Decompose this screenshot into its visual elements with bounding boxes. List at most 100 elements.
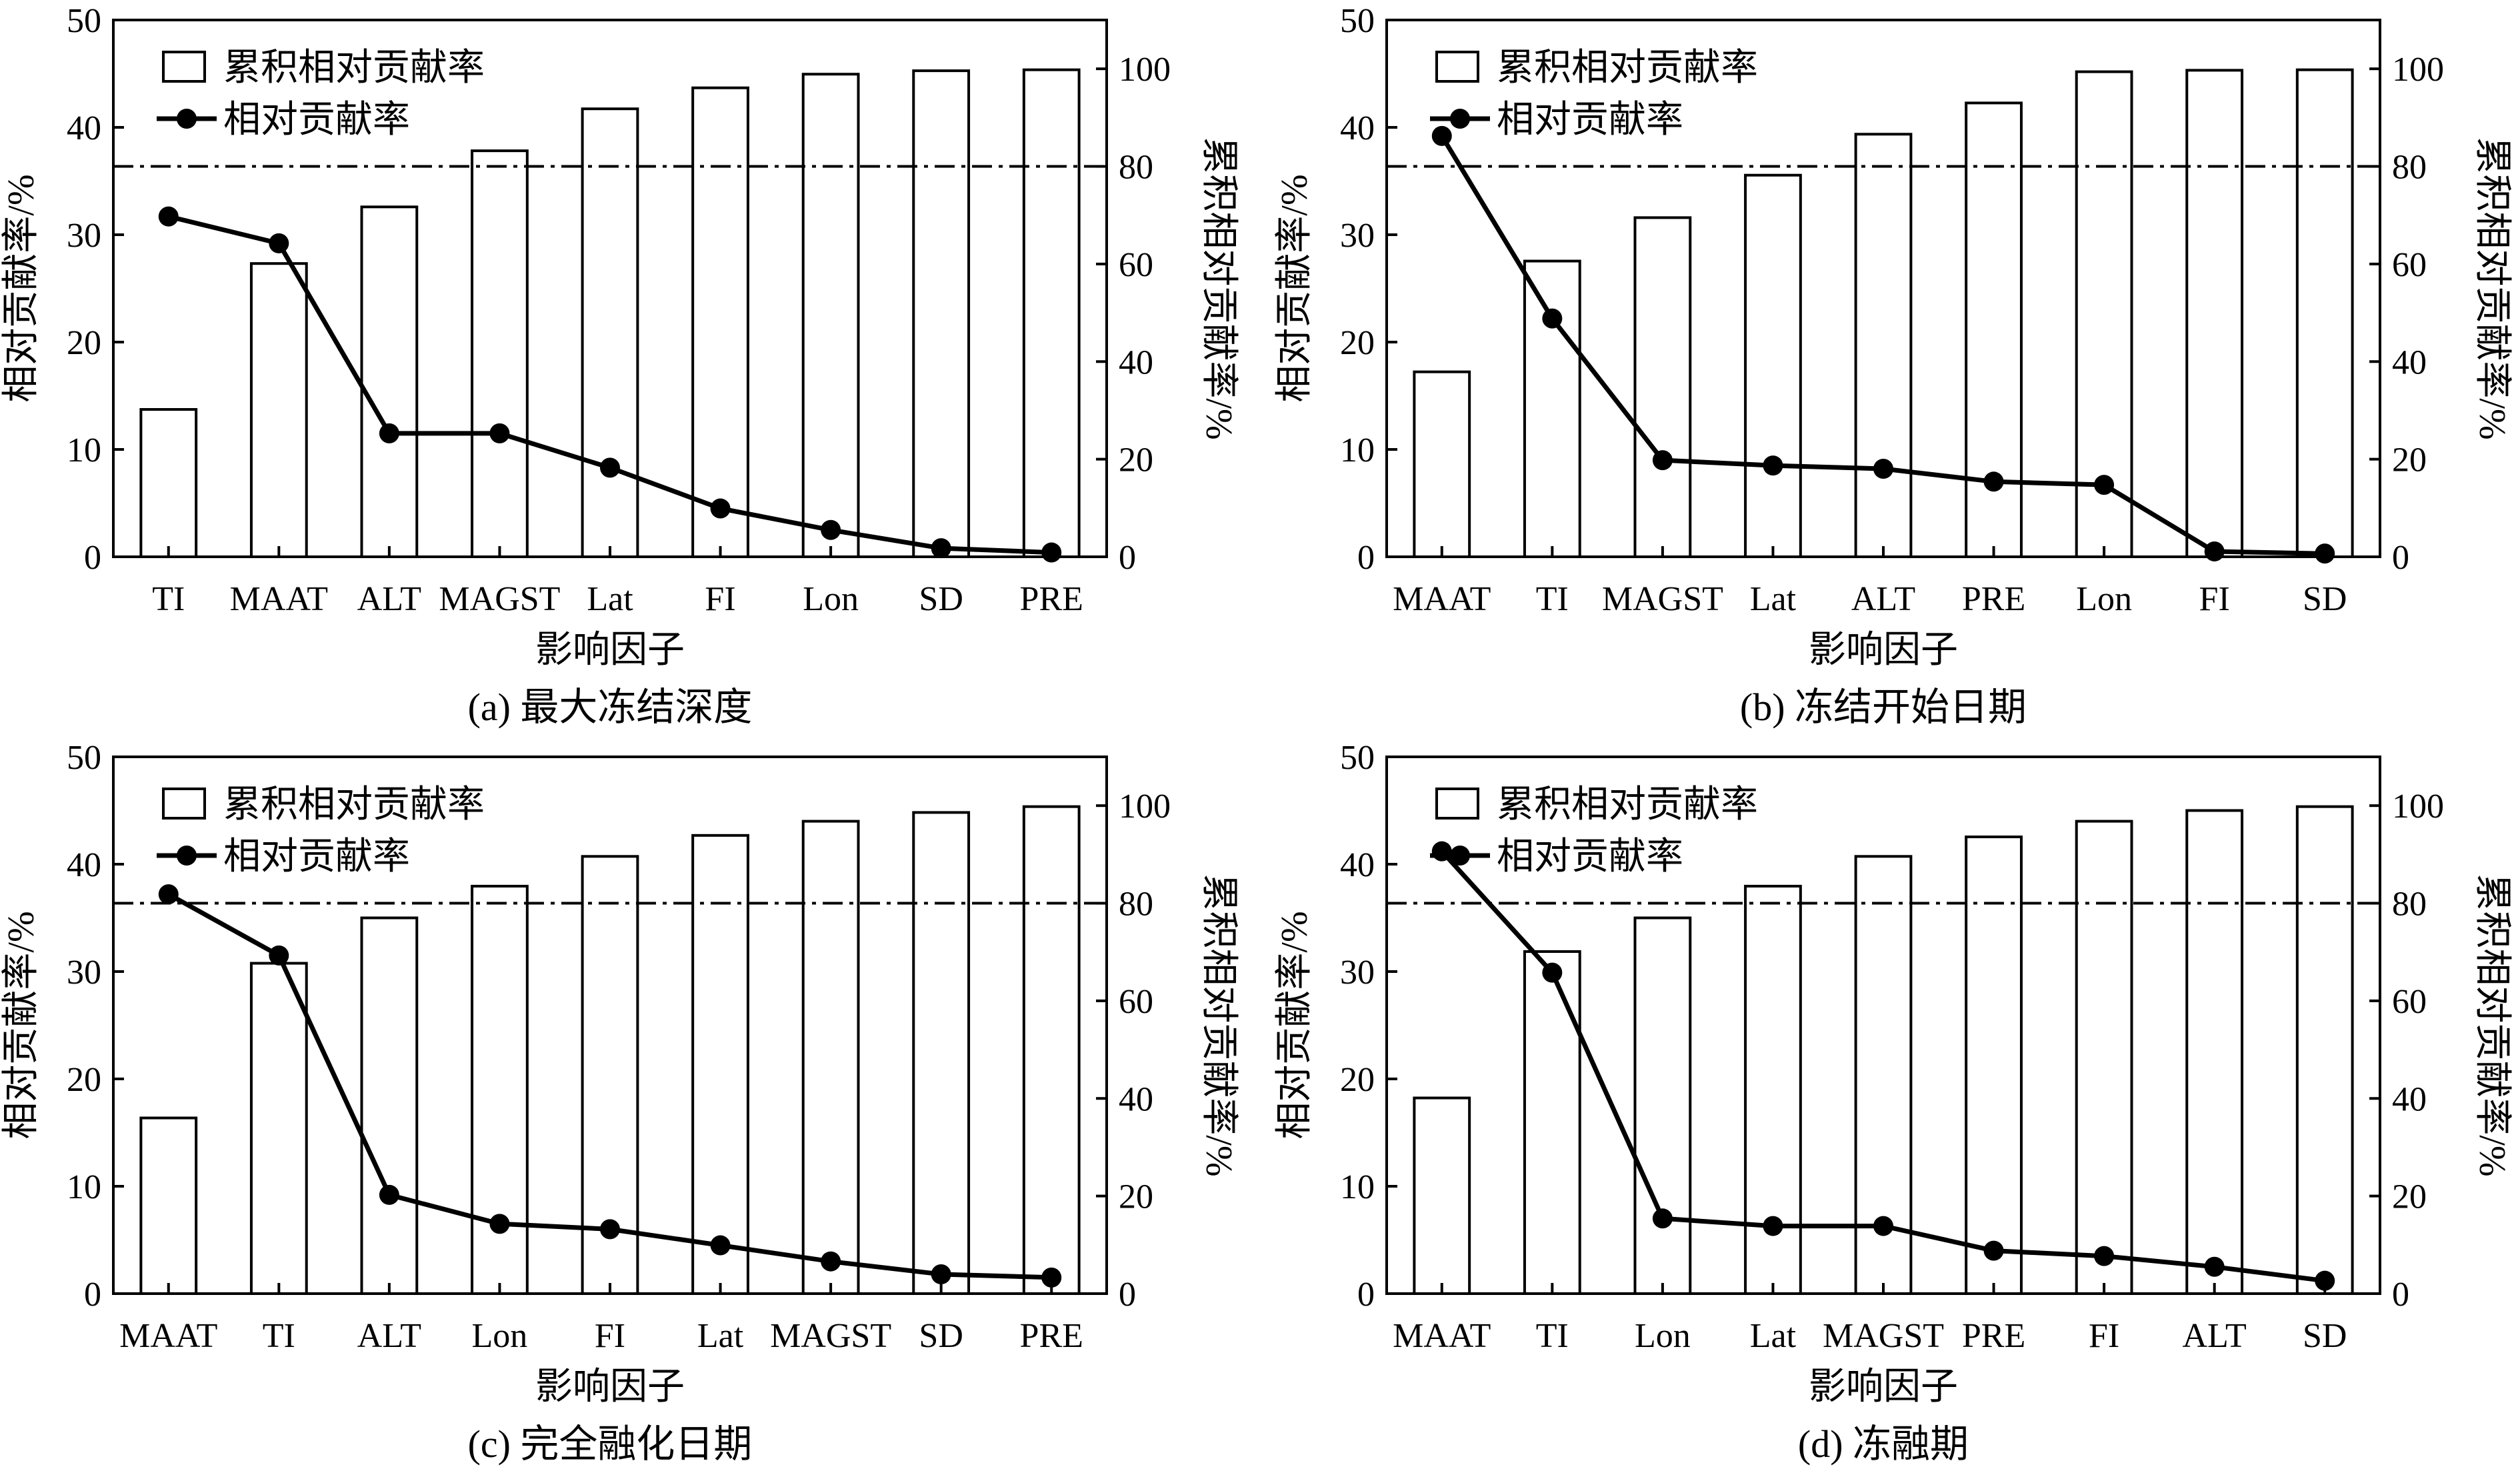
bar-ti bbox=[249, 962, 308, 1295]
bar-lon bbox=[1633, 916, 1692, 1295]
point-lat bbox=[1763, 1216, 1783, 1236]
point-lon bbox=[489, 1214, 510, 1234]
left-tick-label: 40 bbox=[1340, 109, 1375, 147]
x-tick-label-magst: MAGST bbox=[439, 580, 560, 618]
right-tick-label: 0 bbox=[2392, 539, 2409, 577]
x-tick-label-sd: SD bbox=[919, 580, 963, 618]
legend-label-cumulative: 累积相对贡献率 bbox=[1497, 47, 1758, 89]
bar-alt bbox=[360, 916, 419, 1295]
x-tick-label-sd: SD bbox=[919, 1317, 963, 1355]
left-tick-label: 0 bbox=[84, 1276, 101, 1314]
x-tick-label-pre: PRE bbox=[1020, 1317, 1083, 1355]
x-tick-label-lat: Lat bbox=[697, 1317, 744, 1355]
right-tick-label: 0 bbox=[2392, 1276, 2409, 1314]
right-tick-label: 100 bbox=[1119, 788, 1171, 826]
point-magst bbox=[489, 423, 510, 443]
point-ti bbox=[1542, 962, 1563, 983]
bar-lat bbox=[1744, 173, 1802, 558]
bar-fi bbox=[2075, 820, 2133, 1295]
bar-magst bbox=[471, 149, 529, 559]
x-axis-title: 影响因子 bbox=[1809, 629, 1958, 671]
bar-sd bbox=[912, 69, 971, 559]
x-tick-label-sd: SD bbox=[2303, 1317, 2347, 1355]
y2-axis-title: 累积相对贡献率/% bbox=[2471, 874, 2513, 1176]
x-tick-label-lat: Lat bbox=[1750, 1317, 1797, 1355]
y2-axis-title: 累积相对贡献率/% bbox=[1198, 137, 1239, 439]
x-tick-label-fi: FI bbox=[705, 580, 735, 618]
point-lon bbox=[821, 519, 841, 540]
point-lat bbox=[600, 457, 620, 478]
right-tick-label: 80 bbox=[2392, 149, 2427, 187]
left-tick-label: 10 bbox=[1340, 1168, 1375, 1206]
point-maat bbox=[158, 884, 179, 905]
legend-swatch-bar bbox=[162, 788, 206, 820]
x-tick-label-maat: MAAT bbox=[119, 1317, 217, 1355]
left-tick-label: 10 bbox=[67, 431, 101, 469]
panel-caption: (a) 最大冻结深度 bbox=[468, 685, 753, 729]
right-tick-label: 100 bbox=[2392, 51, 2444, 89]
legend-swatch-bar bbox=[1435, 51, 1479, 83]
left-tick-label: 50 bbox=[1340, 739, 1375, 777]
right-tick-label: 60 bbox=[1119, 983, 1153, 1021]
bar-ti bbox=[1523, 950, 1581, 1295]
bar-sd bbox=[912, 811, 971, 1295]
left-tick-label: 10 bbox=[67, 1168, 101, 1206]
point-lon bbox=[1652, 1208, 1673, 1229]
left-tick-label: 20 bbox=[67, 1061, 101, 1099]
x-tick-label-pre: PRE bbox=[1962, 1317, 2025, 1355]
y-axis-title: 相对贡献率/% bbox=[1274, 911, 1315, 1139]
point-fi bbox=[600, 1219, 620, 1240]
x-tick-label-alt: ALT bbox=[357, 580, 421, 618]
x-tick-label-ti: TI bbox=[1536, 580, 1569, 618]
point-maat bbox=[1431, 841, 1452, 862]
bar-magst bbox=[1633, 216, 1692, 558]
x-tick-label-pre: PRE bbox=[1020, 580, 1083, 618]
left-tick-label: 40 bbox=[67, 109, 101, 147]
left-tick-label: 0 bbox=[1357, 539, 1375, 577]
legend-swatch-point bbox=[177, 109, 197, 129]
panel-caption: (d) 冻融期 bbox=[1798, 1422, 1969, 1466]
bar-lat bbox=[691, 834, 749, 1295]
bar-fi bbox=[691, 86, 749, 559]
x-tick-label-lon: Lon bbox=[803, 580, 859, 618]
point-magst bbox=[1652, 450, 1673, 471]
right-tick-label: 20 bbox=[2392, 1178, 2427, 1216]
left-tick-label: 30 bbox=[1340, 954, 1375, 992]
legend-label-relative: 相对贡献率 bbox=[1497, 836, 1683, 878]
legend-label-relative: 相对贡献率 bbox=[223, 99, 410, 141]
point-fi bbox=[2094, 1246, 2115, 1266]
right-tick-label: 100 bbox=[1119, 51, 1171, 89]
point-sd bbox=[931, 1264, 951, 1285]
x-tick-label-maat: MAAT bbox=[1393, 1317, 1491, 1355]
point-lat bbox=[710, 1235, 731, 1256]
panel-caption: (b) 冻结开始日期 bbox=[1740, 685, 2027, 729]
left-tick-label: 20 bbox=[67, 324, 101, 362]
point-pre bbox=[1983, 1240, 2004, 1261]
bar-fi bbox=[2185, 69, 2244, 559]
right-tick-label: 40 bbox=[1119, 1080, 1153, 1118]
left-tick-label: 50 bbox=[67, 739, 101, 777]
right-tick-label: 80 bbox=[1119, 886, 1153, 924]
point-ti bbox=[1542, 308, 1563, 329]
point-magst bbox=[821, 1251, 841, 1272]
bar-maat bbox=[1413, 370, 1471, 559]
right-tick-label: 20 bbox=[1119, 441, 1153, 479]
x-tick-label-ti: TI bbox=[152, 580, 185, 618]
right-tick-label: 40 bbox=[2392, 1080, 2427, 1118]
point-magst bbox=[1873, 1216, 1893, 1236]
x-axis-title: 影响因子 bbox=[535, 629, 685, 671]
bar-maat bbox=[139, 1116, 198, 1295]
right-tick-label: 80 bbox=[1119, 149, 1153, 187]
point-maat bbox=[269, 233, 289, 253]
x-tick-label-lon: Lon bbox=[1635, 1317, 1691, 1355]
x-tick-label-fi: FI bbox=[2199, 580, 2230, 618]
x-tick-label-lat: Lat bbox=[587, 580, 633, 618]
right-tick-label: 40 bbox=[1119, 343, 1153, 381]
y-axis-title: 相对贡献率/% bbox=[1274, 174, 1315, 402]
x-axis-title: 影响因子 bbox=[1809, 1366, 1958, 1408]
bar-pre bbox=[1022, 805, 1081, 1296]
x-tick-label-ti: TI bbox=[1536, 1317, 1569, 1355]
legend-label-cumulative: 累积相对贡献率 bbox=[223, 784, 485, 826]
panel-caption: (c) 完全融化日期 bbox=[468, 1422, 753, 1466]
bar-lon bbox=[801, 73, 860, 559]
